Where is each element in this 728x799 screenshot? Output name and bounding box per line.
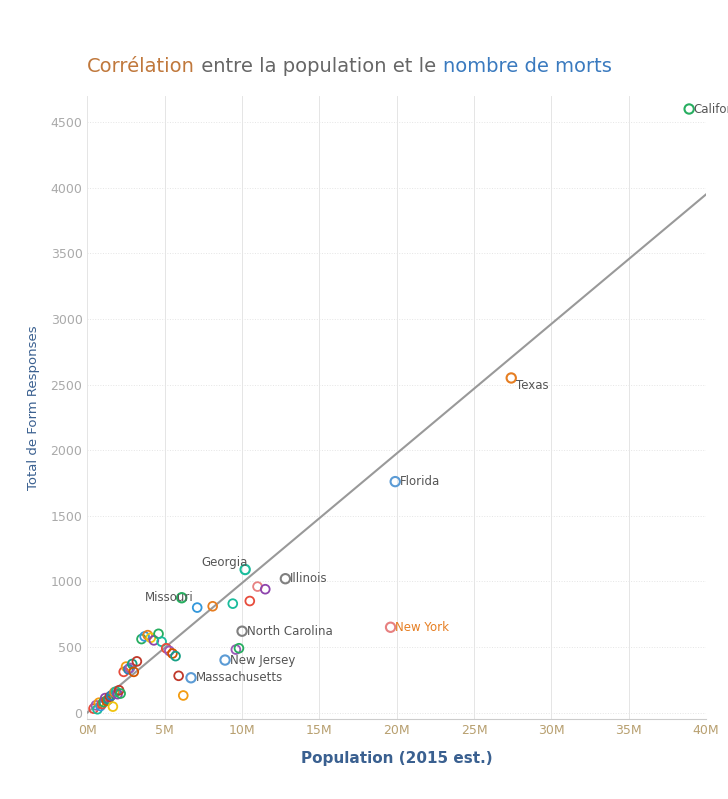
Point [684, 102, 695, 115]
Text: Massachusetts: Massachusetts [196, 671, 283, 684]
Point [90, 699, 102, 712]
Point [106, 689, 117, 702]
Point [219, 654, 231, 666]
Point [167, 647, 178, 660]
Point [160, 642, 172, 654]
Text: Corrélation: Corrélation [87, 57, 195, 76]
Point [118, 666, 130, 678]
Point [101, 694, 113, 707]
Text: Missouri: Missouri [145, 591, 194, 604]
Text: entre la population et le: entre la population et le [195, 57, 443, 76]
Point [128, 666, 140, 678]
Point [110, 686, 122, 698]
Point [153, 627, 165, 640]
Point [142, 629, 154, 642]
Point [233, 642, 245, 654]
Point [385, 621, 397, 634]
Point [87, 702, 99, 715]
Text: North Carolina: North Carolina [247, 625, 333, 638]
Point [148, 634, 159, 646]
Point [207, 600, 218, 613]
Text: New York: New York [395, 621, 449, 634]
Point [127, 658, 138, 670]
Point [99, 692, 111, 705]
Point [185, 671, 197, 684]
Point [108, 686, 120, 698]
Y-axis label: Total de Form Responses: Total de Form Responses [26, 325, 39, 490]
Point [244, 594, 256, 607]
Point [389, 475, 401, 488]
Point [114, 684, 125, 697]
Text: California: California [694, 102, 728, 116]
Point [95, 700, 106, 713]
Text: nombre de morts: nombre de morts [443, 57, 612, 76]
Text: Florida: Florida [400, 475, 440, 488]
Point [280, 572, 291, 585]
Point [92, 703, 103, 716]
Point [107, 700, 119, 713]
Point [178, 689, 189, 702]
Text: Texas: Texas [516, 380, 548, 392]
Point [139, 630, 151, 643]
Point [93, 696, 105, 709]
Point [122, 663, 134, 676]
Point [131, 655, 143, 668]
Point [135, 633, 147, 646]
Point [176, 591, 188, 604]
Text: Illinois: Illinois [290, 572, 328, 585]
Point [96, 698, 108, 710]
Point [252, 580, 264, 593]
Point [124, 662, 135, 674]
Point [240, 563, 251, 576]
Text: New Jersey: New Jersey [230, 654, 295, 666]
Point [111, 688, 123, 701]
Point [236, 625, 248, 638]
Point [259, 582, 271, 595]
Point [120, 660, 132, 673]
Point [115, 687, 127, 700]
Point [103, 693, 114, 706]
Point [145, 631, 157, 644]
Point [164, 645, 175, 658]
X-axis label: Population (2015 est.): Population (2015 est.) [301, 751, 493, 766]
Point [156, 635, 167, 648]
Point [230, 643, 242, 656]
Point [227, 597, 239, 610]
Text: Georgia: Georgia [202, 556, 248, 570]
Point [173, 670, 184, 682]
Point [505, 372, 517, 384]
Point [104, 690, 116, 703]
Point [170, 650, 181, 662]
Point [191, 601, 203, 614]
Point [98, 696, 109, 709]
